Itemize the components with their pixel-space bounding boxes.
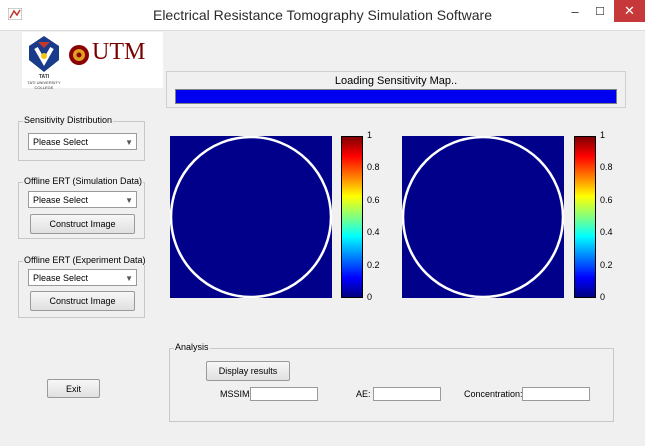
close-button[interactable]: ✕ — [614, 0, 645, 22]
title-bar: Electrical Resistance Tomography Simulat… — [0, 0, 645, 31]
chevron-down-icon: ▼ — [125, 138, 133, 147]
sensitivity-group: Sensitivity Distribution Please Select ▼ — [18, 115, 145, 161]
colorbar-tick-label: 0.4 — [367, 227, 380, 238]
tati-logo-text: TATI TATI UNIVERSITY COLLEGE — [27, 74, 61, 90]
utm-crest-icon — [69, 45, 89, 65]
sensitivity-select-value: Please Select — [33, 137, 89, 147]
colorbar-tick-label: 0 — [367, 292, 373, 302]
colorbar-tick-label: 1 — [367, 130, 373, 140]
window-title: Electrical Resistance Tomography Simulat… — [152, 7, 492, 23]
chevron-down-icon: ▼ — [125, 196, 133, 205]
left-image-plot — [170, 136, 332, 298]
right-colorbar — [574, 136, 596, 298]
matlab-app-icon[interactable] — [8, 8, 22, 20]
plot-background — [170, 136, 332, 298]
colorbar-tick-label: 1 — [600, 130, 606, 140]
progress-fill — [176, 90, 616, 103]
exit-button[interactable]: Exit — [47, 379, 100, 398]
chevron-down-icon: ▼ — [125, 274, 133, 283]
electrode-boundary-circle — [170, 136, 332, 298]
sensitivity-select[interactable]: Please Select ▼ — [28, 133, 137, 150]
offline-sim-select[interactable]: Please Select ▼ — [28, 191, 137, 208]
offline-sim-group-label: Offline ERT (Simulation Data) — [23, 176, 144, 186]
analysis-group-label: Analysis — [174, 342, 210, 352]
mssim-field[interactable] — [250, 387, 318, 401]
offline-exp-group: Offline ERT (Experiment Data) Please Sel… — [18, 255, 147, 318]
minimize-button[interactable]: – — [571, 4, 579, 19]
loading-panel: Loading Sensitivity Map.. — [166, 71, 626, 108]
loading-text: Loading Sensitivity Map.. — [334, 75, 458, 87]
colorbar-tick-label: 0 — [600, 292, 606, 302]
colorbar-tick-label: 0.6 — [600, 194, 613, 205]
ae-field[interactable] — [373, 387, 441, 401]
display-results-button[interactable]: Display results — [206, 361, 290, 381]
analysis-group: Analysis Display results MSSIM: AE: Conc… — [169, 342, 614, 422]
colorbar-tick-label: 0.4 — [600, 227, 613, 238]
mssim-label: MSSIM: — [220, 389, 253, 399]
offline-exp-select[interactable]: Please Select ▼ — [28, 269, 137, 286]
utm-logo-text: UTM — [92, 39, 146, 65]
colorbar-tick-label: 0.8 — [600, 162, 613, 173]
electrode-boundary-circle — [402, 136, 564, 298]
offline-exp-group-label: Offline ERT (Experiment Data) — [23, 255, 147, 265]
ae-label: AE: — [356, 389, 371, 399]
colorbar-tick-label: 0.8 — [367, 162, 380, 173]
maximize-button[interactable]: ☐ — [595, 6, 605, 18]
concentration-field[interactable] — [522, 387, 590, 401]
sensitivity-group-label: Sensitivity Distribution — [23, 115, 114, 125]
progress-bar — [175, 89, 617, 104]
offline-sim-select-value: Please Select — [33, 195, 89, 205]
colorbar-tick-label: 0.2 — [367, 259, 380, 270]
logo-area: TATI TATI UNIVERSITY COLLEGE UTM — [22, 32, 163, 90]
offline-sim-group: Offline ERT (Simulation Data) Please Sel… — [18, 176, 145, 239]
colorbar-tick-label: 0.2 — [600, 259, 613, 270]
left-colorbar — [341, 136, 363, 298]
plot-background — [402, 136, 564, 298]
right-image-plot — [402, 136, 564, 298]
construct-image-sim-button[interactable]: Construct Image — [30, 214, 135, 234]
offline-exp-select-value: Please Select — [33, 273, 89, 283]
colorbar-tick-label: 0.6 — [367, 194, 380, 205]
tati-logo-icon — [29, 36, 59, 72]
concentration-label: Concentration: — [464, 389, 523, 399]
construct-image-exp-button[interactable]: Construct Image — [30, 291, 135, 311]
